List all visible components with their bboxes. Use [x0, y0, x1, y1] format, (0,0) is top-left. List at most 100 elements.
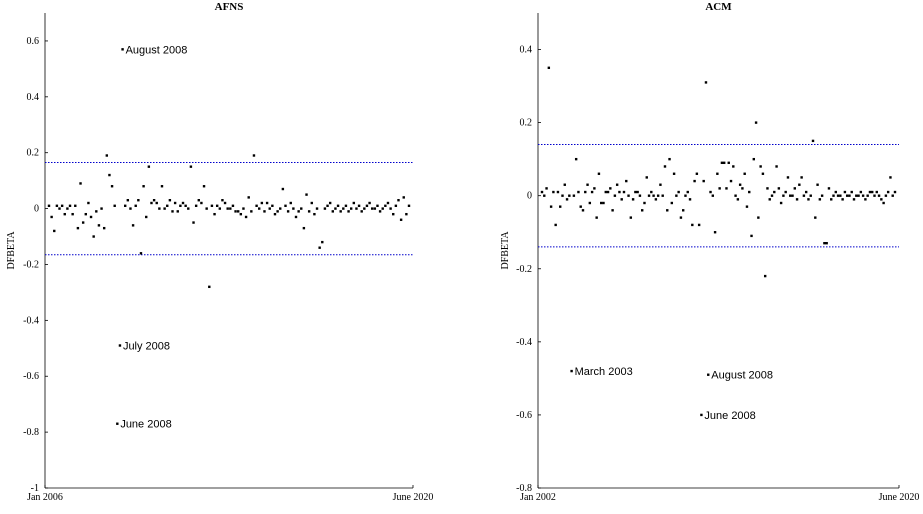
- acm-data-point: [666, 209, 669, 212]
- afns-data-point: [310, 201, 313, 205]
- afns-data-point: [300, 207, 303, 210]
- acm-data-point: [748, 190, 751, 194]
- acm-data-point: [830, 198, 833, 201]
- afns-data-point: [315, 207, 319, 210]
- acm-data-point: [554, 223, 557, 227]
- afns-data-point: [66, 207, 69, 210]
- acm-data-point: [581, 209, 585, 212]
- afns-data-point: [357, 204, 361, 207]
- afns-chart-title: AFNS: [215, 1, 244, 13]
- afns-data-point: [273, 212, 277, 216]
- afns-data-point: [229, 207, 232, 210]
- afns-data-point: [202, 185, 206, 188]
- acm-data-point: [871, 190, 874, 194]
- acm-data-point: [636, 190, 639, 194]
- acm-data-point: [882, 201, 885, 205]
- acm-data-point: [540, 190, 544, 194]
- afns-y-tick-label: -0.8: [23, 427, 39, 438]
- acm-data-point: [552, 190, 555, 194]
- acm-y-tick-label: 0: [527, 191, 532, 202]
- acm-data-point: [668, 157, 671, 161]
- afns-data-point: [334, 207, 337, 210]
- afns-data-point: [145, 215, 148, 219]
- acm-data-point: [620, 198, 623, 201]
- acm-data-point: [615, 183, 619, 186]
- afns-data-point: [397, 199, 400, 202]
- afns-data-point: [263, 210, 266, 213]
- acm-data-point: [609, 187, 612, 190]
- acm-data-point: [574, 157, 578, 161]
- afns-data-point: [355, 207, 358, 210]
- acm-data-point: [602, 201, 605, 205]
- acm-data-point: [654, 198, 658, 201]
- acm-data-point: [543, 194, 546, 197]
- afns-data-point: [113, 204, 116, 207]
- afns-data-point: [373, 207, 377, 210]
- acm-x-tick-label: June 2020: [879, 492, 920, 503]
- afns-data-point: [384, 204, 387, 207]
- afns-data-point: [260, 201, 264, 205]
- acm-data-point: [627, 194, 630, 197]
- afns-data-point: [168, 199, 172, 202]
- afns-data-point: [281, 187, 285, 191]
- acm-data-point: [791, 194, 794, 197]
- acm-data-point: [789, 194, 792, 197]
- acm-data-point: [859, 190, 863, 194]
- afns-annotation: August 2008: [126, 44, 188, 56]
- acm-data-point: [570, 369, 573, 373]
- acm-data-point: [834, 190, 837, 194]
- acm-data-point: [663, 165, 667, 168]
- acm-data-point: [866, 194, 869, 197]
- acm-data-point: [852, 198, 856, 201]
- afns-data-point: [213, 212, 216, 216]
- acm-data-point: [770, 194, 774, 197]
- acm-data-point: [686, 190, 689, 194]
- afns-data-point: [124, 204, 127, 207]
- acm-data-point: [814, 216, 817, 219]
- acm-data-point: [784, 190, 787, 194]
- afns-y-axis-label: DFBETA: [6, 231, 17, 270]
- acm-y-tick-label: -0.4: [516, 337, 532, 348]
- acm-data-point: [604, 190, 607, 194]
- acm-y-tick-label: -0.2: [516, 264, 532, 275]
- acm-data-point: [659, 183, 662, 186]
- afns-data-point: [405, 212, 408, 216]
- acm-data-point: [845, 194, 849, 197]
- acm-data-point: [670, 201, 674, 205]
- acm-data-point: [631, 198, 635, 201]
- acm-data-point: [634, 190, 637, 194]
- afns-data-point: [242, 207, 245, 210]
- afns-data-point: [137, 199, 140, 202]
- afns-data-point: [218, 207, 222, 210]
- afns-data-point: [244, 215, 248, 219]
- afns-panel: AFNS -1 -0.8 -0.6 -0.4 -0.2 0 0.2 0.4 0.6 DFBETA Ja…: [6, 1, 433, 503]
- afns-data-point: [158, 207, 161, 210]
- acm-data-point: [572, 194, 576, 197]
- afns-data-point: [381, 207, 384, 210]
- acm-data-point: [891, 194, 894, 197]
- acm-data-point: [793, 187, 796, 190]
- afns-data-point: [160, 185, 164, 188]
- afns-data-point: [53, 229, 56, 233]
- afns-data-point: [142, 185, 145, 188]
- acm-data-point: [729, 179, 733, 183]
- acm-data-point: [861, 194, 865, 197]
- afns-data-point: [323, 207, 327, 210]
- acm-data-point: [741, 187, 744, 190]
- acm-data-point: [864, 198, 867, 201]
- afns-data-point: [386, 201, 390, 205]
- acm-data-point: [820, 194, 824, 197]
- acm-data-point: [711, 194, 715, 197]
- acm-data-point: [629, 216, 633, 219]
- afns-data-point: [92, 235, 95, 238]
- afns-data-point: [205, 207, 208, 210]
- afns-data-point: [63, 212, 66, 216]
- afns-y-tick-label: -0.6: [23, 371, 39, 382]
- afns-data-point: [365, 204, 369, 207]
- afns-data-point: [297, 210, 300, 213]
- acm-data-point: [732, 165, 735, 168]
- acm-data-point: [782, 194, 785, 197]
- acm-data-point: [593, 187, 596, 190]
- acm-data-point: [565, 198, 569, 201]
- afns-data-point: [131, 224, 135, 227]
